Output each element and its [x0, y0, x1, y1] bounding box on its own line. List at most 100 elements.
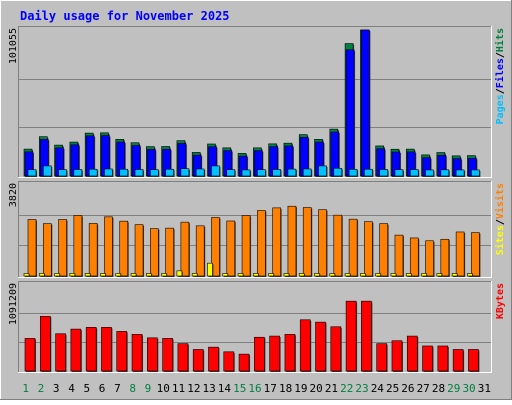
bar-pages-day-28 — [440, 169, 450, 177]
bar-pages-day-17 — [272, 169, 282, 177]
legend-item-files: Files — [494, 58, 506, 88]
x-tick-label-day-22: 22 — [340, 382, 353, 395]
bar-sites-day-28 — [436, 273, 443, 277]
bar-pages-day-15 — [241, 169, 252, 177]
bar-visits-day-5-fill — [88, 223, 98, 277]
x-tick-label-day-5: 5 — [83, 382, 90, 395]
bar-pages-day-9 — [150, 169, 160, 177]
bar-pages-day-19-fill — [302, 168, 312, 177]
bar-visits-day-26-fill — [409, 237, 419, 277]
bar-pages-day-3-fill — [58, 169, 67, 177]
bar-sites-day-18 — [283, 273, 290, 277]
bar-kbytes-day-11 — [177, 343, 189, 372]
bar-kbytes-day-27-fill — [422, 345, 433, 372]
bar-visits-day-9 — [150, 228, 160, 277]
bar-pages-day-29-fill — [455, 169, 465, 177]
x-tick-label-day-4: 4 — [68, 382, 75, 395]
bar-sites-day-16 — [253, 273, 260, 277]
x-tick-label-day-13: 13 — [203, 382, 216, 395]
bar-visits-day-22 — [348, 218, 359, 277]
bar-pages-day-26 — [409, 169, 420, 177]
bar-pages-day-30 — [471, 169, 481, 177]
bar-kbytes-day-13 — [208, 346, 220, 372]
bar-kbytes-day-21 — [330, 326, 342, 372]
bar-pages-day-23-fill — [364, 168, 373, 177]
bar-visits-day-5 — [88, 223, 99, 277]
bar-sites-day-24-fill — [375, 273, 381, 277]
bar-kbytes-day-30-fill — [468, 349, 479, 372]
bar-pages-day-12 — [195, 168, 206, 177]
bar-kbytes-day-22 — [345, 300, 358, 372]
bar-sites-day-6-fill — [100, 273, 106, 277]
bar-visits-day-27 — [425, 240, 435, 277]
bar-visits-day-8 — [134, 224, 145, 277]
bar-kbytes-day-11-fill — [177, 343, 189, 372]
bar-sites-day-7 — [115, 273, 122, 277]
x-tick-label-day-11: 11 — [172, 382, 185, 395]
bar-visits-day-28-fill — [440, 238, 450, 277]
panel-visits-sites: 3820 Sites/Visits — [8, 181, 506, 278]
bar-pages-day-3 — [58, 169, 68, 177]
bar-visits-day-11-fill — [180, 221, 190, 277]
bar-visits-day-13 — [211, 217, 221, 277]
bar-kbytes-day-2-fill — [39, 315, 51, 372]
bar-pages-day-22-fill — [348, 169, 358, 177]
x-tick-label-day-2: 2 — [38, 382, 45, 395]
bar-visits-day-2-fill — [42, 223, 52, 277]
panel-kbytes: 1091209 KBytes — [8, 281, 506, 373]
bar-pages-day-8-fill — [134, 169, 144, 177]
bar-visits-day-28 — [440, 238, 450, 277]
legend-item-separator: / — [495, 219, 506, 225]
bar-kbytes-day-9 — [147, 337, 159, 372]
bar-sites-day-12 — [191, 273, 199, 277]
x-tick-label-day-21: 21 — [325, 382, 338, 395]
bar-kbytes-day-3 — [55, 333, 67, 372]
y-axis-max-label: 101055 — [8, 28, 19, 64]
bar-pages-day-21-fill — [333, 167, 343, 177]
bar-sites-day-17 — [268, 273, 275, 277]
bar-sites-day-14 — [222, 273, 229, 277]
bar-kbytes-day-7-fill — [116, 331, 128, 372]
bar-sites-day-15 — [237, 273, 245, 277]
bar-files-day-22-fill — [345, 49, 355, 177]
bar-visits-day-21 — [333, 214, 343, 277]
bar-pages-day-20-fill — [318, 165, 327, 177]
bar-visits-day-1 — [27, 219, 37, 277]
bar-visits-day-4-fill — [73, 215, 83, 277]
x-tick-label-day-29: 29 — [447, 382, 460, 395]
bar-kbytes-day-3-fill — [55, 333, 66, 372]
bar-kbytes-day-16-fill — [254, 336, 265, 372]
bar-visits-day-13-fill — [211, 217, 220, 277]
chart-title: Daily usage for November 2025 — [20, 9, 230, 23]
bar-pages-day-23 — [364, 168, 374, 177]
bar-kbytes-day-24-fill — [376, 343, 387, 372]
bar-kbytes-day-10-fill — [162, 338, 173, 372]
x-tick-label-day-6: 6 — [99, 382, 106, 395]
bar-pages-day-11 — [180, 168, 190, 177]
bar-kbytes-day-15 — [238, 353, 251, 372]
x-tick-label-day-10: 10 — [157, 382, 170, 395]
bar-sites-day-9 — [146, 273, 153, 277]
bar-kbytes-day-29 — [452, 349, 465, 372]
bar-visits-day-12-fill — [195, 225, 205, 277]
bar-sites-day-13 — [207, 262, 214, 277]
bar-visits-day-7 — [119, 220, 129, 277]
bar-sites-day-8-fill — [130, 273, 137, 277]
bar-kbytes-day-4 — [70, 328, 82, 372]
bar-pages-day-10 — [165, 168, 175, 177]
bar-kbytes-day-8 — [131, 334, 144, 372]
bar-kbytes-day-2 — [39, 315, 52, 372]
bar-sites-day-29 — [451, 273, 459, 277]
bar-kbytes-day-4-fill — [70, 328, 82, 372]
bar-pages-day-12-fill — [195, 168, 205, 177]
bar-pages-day-25-fill — [394, 169, 404, 177]
bar-kbytes-day-27 — [422, 345, 434, 372]
bar-visits-day-19-fill — [302, 207, 312, 277]
bar-visits-day-11 — [180, 221, 190, 277]
bar-sites-day-25-fill — [390, 273, 397, 277]
bar-pages-day-14 — [226, 169, 236, 177]
x-tick-label-day-19: 19 — [294, 382, 307, 395]
bar-sites-day-10-fill — [161, 273, 167, 277]
